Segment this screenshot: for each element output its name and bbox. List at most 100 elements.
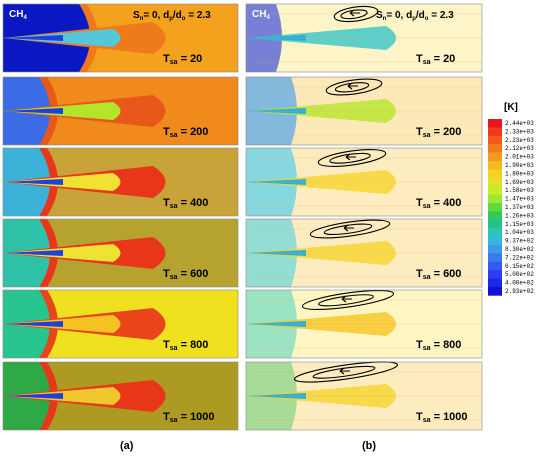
colorbar-swatch (488, 278, 502, 288)
panel-frame (2, 289, 239, 359)
panel-temperature-label: Tsa = 1000 (163, 411, 215, 424)
panel-temperature-label: Tsa = 400 (416, 197, 461, 210)
colorbar-swatch (488, 177, 502, 187)
vortex-outer (309, 219, 391, 239)
colorbar-swatch (488, 203, 502, 212)
contour-panel: Tsa = 20 CH4 Sn= 0, dp/do = 2.3 (2, 3, 239, 73)
panel-temperature-label: Tsa = 1000 (416, 411, 468, 424)
vortex-arrow (343, 224, 354, 232)
flame-front (39, 362, 58, 430)
recirculation-vortex (333, 5, 379, 23)
column-a-temperature-contours: Tsa = 20 CH4 Sn= 0, dp/do = 2.3 Tsa = 200 Ts… (2, 3, 239, 431)
panel-temperature-label: Tsa = 600 (416, 268, 461, 281)
vortex-arrow (341, 295, 352, 303)
colorbar-tick-label: 1.69e+03 (505, 179, 534, 186)
panel-temperature-label: Tsa = 20 (416, 53, 455, 66)
colorbar-tick-label: 2.33e+03 (505, 128, 534, 135)
panel-frame (2, 3, 239, 73)
panel-temperature-label: Tsa = 200 (416, 126, 461, 139)
colorbar-swatch (488, 186, 502, 195)
colorbar-tick-label: 2.23e+03 (505, 137, 534, 144)
flame-front (39, 148, 58, 216)
fuel-core (3, 179, 63, 185)
panel-frame (245, 289, 483, 359)
colorbar-tick-label: 1.26e+03 (505, 212, 534, 219)
colorbar-tick-label: 1.90e+03 (505, 162, 534, 169)
panel-temperature-label: Tsa = 200 (163, 126, 208, 139)
colorbar-swatch (488, 211, 502, 221)
recirculation-vortex (293, 361, 399, 383)
recirculation-vortex (301, 290, 395, 310)
column-label-b: (b) (362, 440, 376, 452)
colorbar-swatch (488, 219, 502, 229)
parameter-label: Sn= 0, dp/do = 2.3 (376, 10, 454, 22)
fuel-label: CH4 (9, 9, 27, 21)
panel-temperature-label: Tsa = 400 (163, 197, 208, 210)
colorbar-tick-label: 1.58e+03 (505, 187, 534, 194)
recirculation-vortex (325, 78, 383, 96)
flame-front (39, 290, 58, 358)
colorbar-swatch (488, 119, 502, 128)
colorbar-swatch (488, 135, 502, 145)
fuel-label: CH4 (252, 9, 270, 21)
panel-frame (245, 147, 483, 217)
colorbar-tick-label: 1.04e+03 (505, 229, 534, 236)
contour-panel: Tsa = 1000 (2, 361, 239, 431)
panel-frame (2, 147, 239, 217)
vortex-arrow (345, 153, 356, 161)
parameter-label: Sn= 0, dp/do = 2.3 (133, 10, 211, 22)
colorbar-tick-label: 1.80e+03 (505, 170, 534, 177)
panel-frame (245, 3, 483, 73)
colorbar-unit: [K] (504, 102, 518, 113)
contour-panel: Tsa = 400 (2, 147, 239, 217)
colorbar-swatch (488, 245, 502, 254)
panel-frame (2, 218, 239, 288)
panel-temperature-label: Tsa = 800 (163, 339, 208, 352)
panel-frame (245, 361, 483, 431)
colorbar-swatch (488, 161, 502, 170)
colorbar-swatch (488, 270, 502, 279)
vortex-outer (325, 78, 383, 96)
vector-panel: Tsa = 20 CH4 Sn= 0, dp/do = 2.3 (245, 3, 483, 73)
recirculation-vortex (317, 149, 387, 167)
colorbar-swatch (488, 287, 502, 296)
vortex-arrow (339, 367, 350, 375)
panel-frame (245, 76, 483, 146)
colorbar-tick-label: 7.22e+02 (505, 254, 534, 261)
vortex-outer (293, 361, 399, 383)
colorbar-tick-label: 2.12e+03 (505, 145, 534, 152)
colorbar-tick-label: 5.08e+02 (505, 271, 534, 278)
flame-front (39, 77, 58, 145)
flame-front (39, 219, 58, 287)
panel-frame (2, 76, 239, 146)
colorbar-swatch (488, 194, 502, 204)
vortex-arrow (349, 9, 360, 17)
vector-panel: Tsa = 600 (245, 218, 483, 288)
panel-frame (245, 218, 483, 288)
temperature-colorbar: [K] 2.44e+032.33e+03 2.23e+032.12e+03 2.01e… (488, 102, 534, 296)
vortex-outer (301, 290, 395, 310)
colorbar-tick-label: 9.37e+02 (505, 238, 534, 245)
fuel-core (3, 35, 63, 41)
panel-temperature-label: Tsa = 20 (163, 53, 202, 66)
colorbar-swatch (488, 152, 502, 162)
colorbar-swatch (488, 261, 502, 271)
colorbar-tick-label: 2.93e+02 (505, 288, 534, 295)
colorbar-swatch (488, 228, 502, 237)
fuel-core (3, 393, 63, 399)
colorbar-swatch (488, 169, 502, 179)
colorbar-swatch (488, 253, 502, 263)
colorbar-tick-label: 4.00e+02 (505, 280, 534, 287)
colorbar-tick-label: 2.44e+03 (505, 120, 534, 127)
contour-panel: Tsa = 600 (2, 218, 239, 288)
colorbar-tick-label: 1.37e+03 (505, 204, 534, 211)
column-label-a: (a) (120, 440, 134, 452)
recirculation-vortex (309, 219, 391, 239)
colorbar-tick-label: 6.15e+02 (505, 263, 534, 270)
vortex-arrow (347, 82, 358, 90)
vector-panel: Tsa = 800 (245, 289, 483, 359)
panel-temperature-label: Tsa = 800 (416, 339, 461, 352)
vector-panel: Tsa = 400 (245, 147, 483, 217)
vector-panel: Tsa = 200 (245, 76, 483, 146)
